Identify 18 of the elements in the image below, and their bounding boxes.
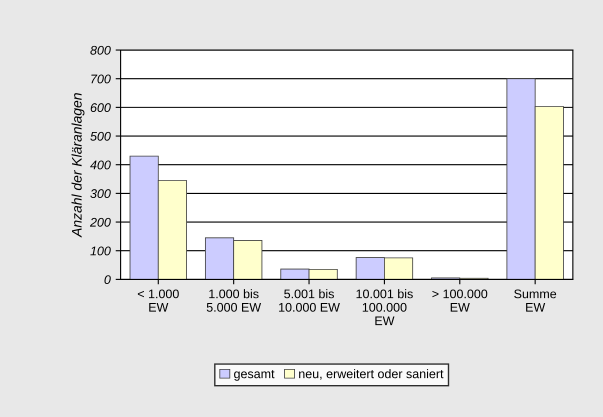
x-tick-label: 1.000 bis 5.000 EW	[206, 289, 262, 312]
y-tick-label: 100	[90, 246, 111, 256]
x-tick-label: 5.001 bis 10.000 EW	[279, 289, 340, 312]
y-tick-label: 600	[90, 103, 111, 112]
legend-label: neu, erweitert oder saniert	[299, 369, 444, 380]
legend-label: gesamt	[234, 370, 274, 381]
y-axis-title: Anzahl der Kläranlagen	[72, 93, 84, 238]
x-tick-label: < 1.000 EW	[138, 289, 179, 312]
y-tick-label: 300	[90, 189, 111, 198]
y-tick-label: 400	[90, 160, 111, 170]
y-tick-label: 700	[91, 74, 111, 84]
x-tick-label: > 100.000 EW	[432, 289, 488, 312]
y-tick-label: 800	[90, 46, 111, 55]
x-tick-label: Summe EW	[514, 289, 556, 312]
y-tick-label: 0	[104, 275, 111, 284]
y-tick-label: 200	[90, 218, 111, 227]
y-tick-label: 500	[90, 132, 111, 141]
x-tick-label: 10.001 bis 100.000 EW	[356, 289, 413, 326]
